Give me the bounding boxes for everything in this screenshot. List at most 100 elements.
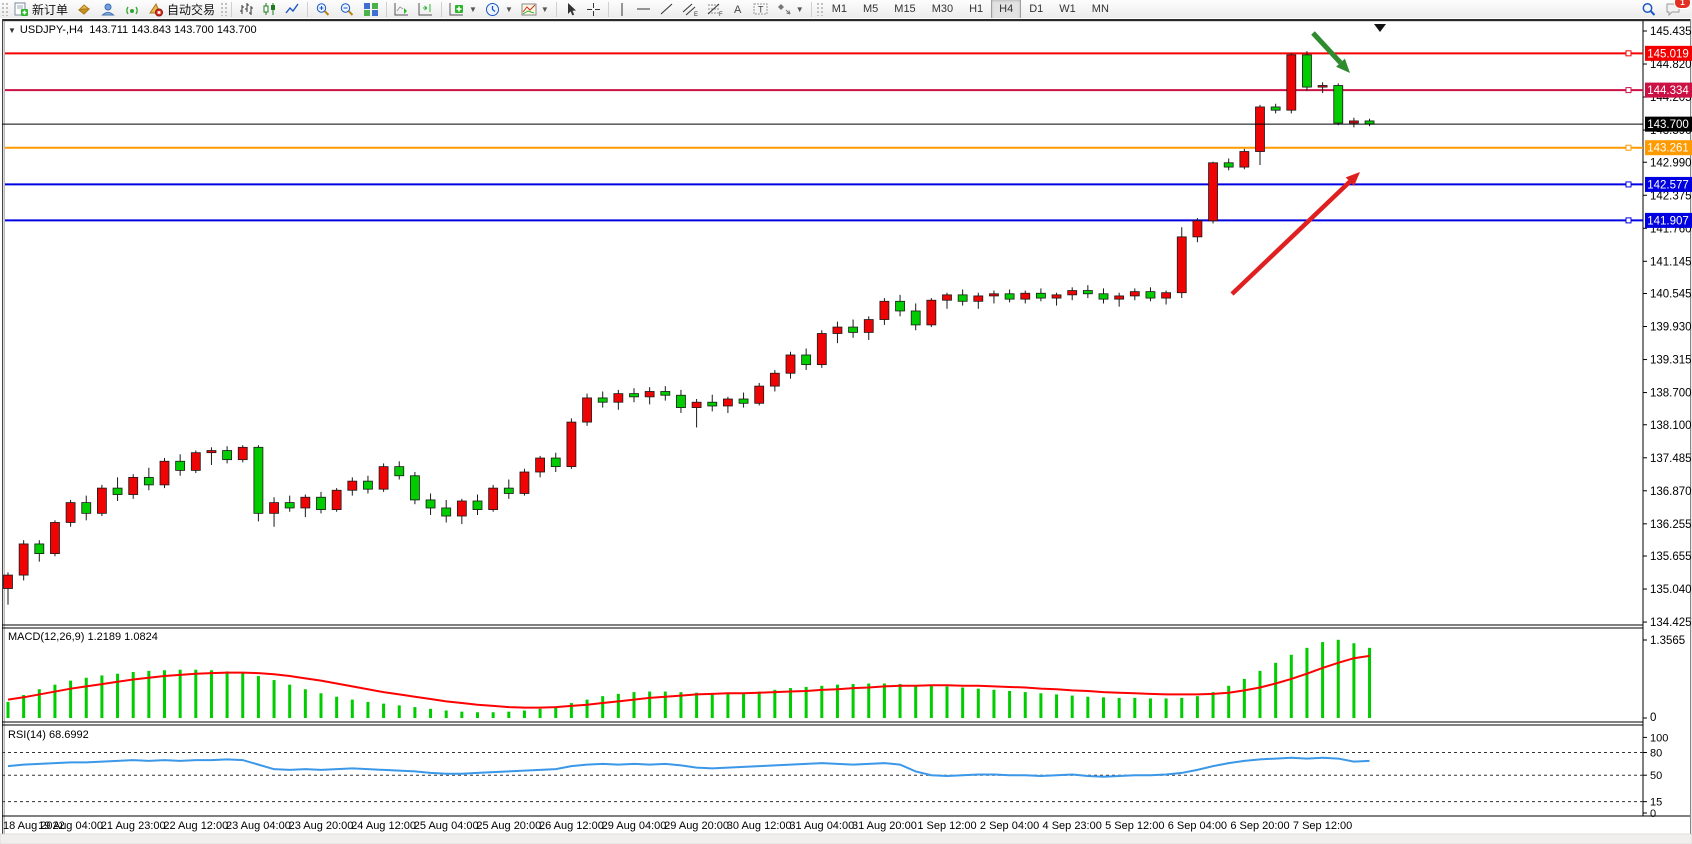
auto-scroll-button[interactable] xyxy=(390,0,414,19)
chart-title-bar: ▼ USDJPY-,H4 143.711 143.843 143.700 143.… xyxy=(8,24,257,36)
toolbar-grip[interactable] xyxy=(815,2,823,16)
timeframe-h1-button[interactable]: H1 xyxy=(961,0,991,19)
candlestick-chart-icon xyxy=(263,3,276,15)
timeframe-label: H1 xyxy=(969,3,984,15)
chevron-down-icon: ▼ xyxy=(795,4,804,14)
gold-cube-icon xyxy=(77,3,91,15)
svg-text:1.3565: 1.3565 xyxy=(1650,635,1685,647)
svg-text:137.485: 137.485 xyxy=(1650,453,1692,465)
new-order-label: 新订单 xyxy=(32,2,69,17)
cursor-button[interactable] xyxy=(560,0,582,19)
tile-windows-icon xyxy=(364,2,379,16)
new-order-icon xyxy=(14,2,28,16)
level-line-handle[interactable] xyxy=(1625,181,1632,188)
rsi-panel[interactable]: 100 80 50 150 xyxy=(2,732,1668,820)
autotrade-icon xyxy=(149,2,164,16)
svg-text:F: F xyxy=(719,12,723,17)
periods-icon xyxy=(485,2,499,16)
search-icon xyxy=(1642,2,1656,16)
level-line-handle[interactable] xyxy=(1625,144,1632,151)
svg-text:29 Aug 20:00: 29 Aug 20:00 xyxy=(664,820,729,832)
gold-cube-button[interactable] xyxy=(72,0,96,19)
svg-text:145.435: 145.435 xyxy=(1650,26,1692,38)
shapes-icon xyxy=(777,3,791,14)
templates-button[interactable]: ▼ xyxy=(517,0,553,19)
price-level-lines[interactable] xyxy=(5,50,1643,224)
svg-text:23 Aug 20:00: 23 Aug 20:00 xyxy=(289,820,354,832)
bar-chart-button[interactable] xyxy=(235,0,258,19)
signal-button[interactable] xyxy=(120,0,144,19)
svg-text:141.907: 141.907 xyxy=(1647,215,1689,227)
trendline-button[interactable] xyxy=(655,0,678,19)
timeframe-mn-button[interactable]: MN xyxy=(1084,0,1117,19)
timeframe-m1-button[interactable]: M1 xyxy=(824,0,855,19)
timeframe-m30-button[interactable]: M30 xyxy=(924,0,961,19)
toolbar-grip[interactable] xyxy=(220,2,228,16)
candlestick-chart-button[interactable] xyxy=(258,0,281,19)
shapes-button[interactable]: ▼ xyxy=(773,0,808,19)
svg-text:31 Aug 20:00: 31 Aug 20:00 xyxy=(852,820,917,832)
status-bar xyxy=(0,833,1692,844)
candlestick-series xyxy=(3,51,1375,605)
timeframe-label: D1 xyxy=(1029,3,1044,15)
svg-text:31 Aug 04:00: 31 Aug 04:00 xyxy=(789,820,854,832)
rsi-line xyxy=(7,756,1370,778)
rsi-label: RSI(14) 68.6992 xyxy=(8,729,89,741)
svg-text:138.700: 138.700 xyxy=(1650,388,1692,400)
templates-icon xyxy=(521,3,537,15)
notifications-button[interactable]: 1 xyxy=(1661,0,1691,19)
macd-panel[interactable]: 1.3565 0 xyxy=(6,635,1686,724)
svg-text:143.261: 143.261 xyxy=(1647,143,1689,155)
symbol-dropdown-icon[interactable]: ▼ xyxy=(8,26,16,35)
indicators-button[interactable]: ▼ xyxy=(445,0,481,19)
community-icon xyxy=(101,3,115,15)
zoom-in-button[interactable] xyxy=(311,0,335,19)
new-order-button[interactable]: 新订单 xyxy=(9,0,72,19)
chart-shift-button[interactable] xyxy=(414,0,438,19)
vertical-line-button[interactable] xyxy=(612,0,632,19)
periods-button[interactable]: ▼ xyxy=(481,0,517,19)
horizontal-line-icon xyxy=(636,8,650,10)
timeframe-m5-button[interactable]: M5 xyxy=(855,0,886,19)
text-button[interactable]: A xyxy=(728,0,749,19)
line-chart-button[interactable] xyxy=(281,0,304,19)
toolbar-grip[interactable] xyxy=(1,2,8,16)
svg-text:139.315: 139.315 xyxy=(1650,355,1692,367)
tile-windows-button[interactable] xyxy=(359,0,383,19)
svg-text:A: A xyxy=(734,4,742,16)
level-line-handle[interactable] xyxy=(1625,50,1632,57)
fibonacci-button[interactable]: F xyxy=(703,0,728,19)
green-arrow-annotation[interactable] xyxy=(1311,31,1350,73)
svg-text:29 Aug 04:00: 29 Aug 04:00 xyxy=(602,820,667,832)
timeframe-m15-button[interactable]: M15 xyxy=(886,0,923,19)
text-label-button[interactable]: T xyxy=(749,0,773,19)
svg-text:0: 0 xyxy=(1650,808,1656,820)
level-line-handle[interactable] xyxy=(1625,217,1632,224)
svg-text:30 Aug 12:00: 30 Aug 12:00 xyxy=(727,820,792,832)
autotrade-button[interactable]: 自动交易 xyxy=(144,0,219,19)
zoom-out-button[interactable] xyxy=(335,0,359,19)
community-button[interactable] xyxy=(96,0,120,19)
timeframe-label: M1 xyxy=(831,3,847,15)
equidistant-channel-button[interactable]: E xyxy=(678,0,703,19)
svg-text:140.545: 140.545 xyxy=(1650,289,1692,301)
svg-text:15: 15 xyxy=(1650,797,1662,809)
svg-text:136.255: 136.255 xyxy=(1650,519,1692,531)
signal-icon xyxy=(126,6,138,14)
svg-text:E: E xyxy=(694,12,698,17)
svg-text:26 Aug 12:00: 26 Aug 12:00 xyxy=(539,820,604,832)
svg-text:144.820: 144.820 xyxy=(1650,59,1692,71)
shift-marker-icon[interactable] xyxy=(1374,24,1386,32)
crosshair-button[interactable] xyxy=(582,0,605,19)
svg-text:134.425: 134.425 xyxy=(1650,617,1692,629)
horizontal-line-button[interactable] xyxy=(632,0,655,19)
chevron-down-icon: ▼ xyxy=(504,4,513,14)
level-line-handle[interactable] xyxy=(1625,87,1632,94)
search-button[interactable] xyxy=(1637,0,1661,19)
svg-text:100: 100 xyxy=(1650,732,1668,744)
red-arrow-annotation[interactable] xyxy=(1230,172,1360,296)
timeframe-w1-button[interactable]: W1 xyxy=(1051,0,1084,19)
timeframe-d1-button[interactable]: D1 xyxy=(1021,0,1051,19)
